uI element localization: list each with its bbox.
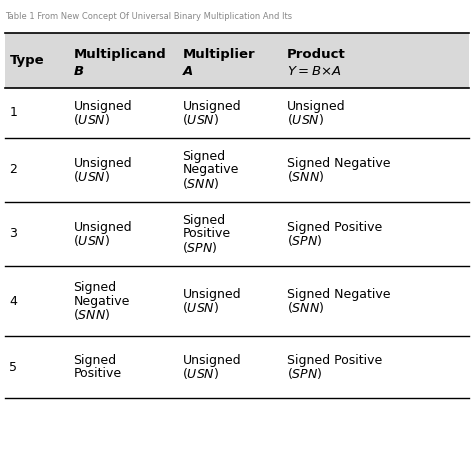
Text: ($\mathit{USN}$): ($\mathit{USN}$) <box>73 169 110 184</box>
Text: ($\mathit{USN}$): ($\mathit{USN}$) <box>182 300 219 315</box>
Text: Negative: Negative <box>182 163 239 176</box>
Text: Signed Positive: Signed Positive <box>287 221 382 234</box>
Text: ($\mathit{USN}$): ($\mathit{USN}$) <box>287 112 324 127</box>
Text: Negative: Negative <box>73 294 130 308</box>
Text: Type: Type <box>9 54 44 67</box>
Text: $Y = B{\times}A$: $Y = B{\times}A$ <box>287 65 341 77</box>
Text: ($\mathit{SNN}$): ($\mathit{SNN}$) <box>182 176 220 190</box>
Text: ($\mathit{SPN}$): ($\mathit{SPN}$) <box>287 233 322 248</box>
Text: Signed: Signed <box>182 150 226 163</box>
Text: ($\mathit{USN}$): ($\mathit{USN}$) <box>73 233 110 248</box>
Text: ($\mathit{USN}$): ($\mathit{USN}$) <box>182 366 219 381</box>
Bar <box>5 33 469 88</box>
Text: Signed Positive: Signed Positive <box>287 354 382 367</box>
Text: Unsigned: Unsigned <box>182 288 241 301</box>
Text: 4: 4 <box>9 294 18 308</box>
Text: 5: 5 <box>9 361 18 374</box>
Text: $\boldsymbol{B}$: $\boldsymbol{B}$ <box>73 65 85 77</box>
Text: Signed: Signed <box>73 281 117 294</box>
Text: Unsigned: Unsigned <box>73 221 132 234</box>
Text: ($\mathit{SNN}$): ($\mathit{SNN}$) <box>73 307 111 322</box>
Text: Signed Negative: Signed Negative <box>287 288 390 301</box>
Text: Unsigned: Unsigned <box>287 100 346 113</box>
Text: 3: 3 <box>9 228 18 240</box>
Text: Signed Negative: Signed Negative <box>287 157 390 170</box>
Text: Table 1 From New Concept Of Universal Binary Multiplication And Its: Table 1 From New Concept Of Universal Bi… <box>5 12 292 21</box>
Text: Signed: Signed <box>182 214 226 227</box>
Text: Unsigned: Unsigned <box>182 354 241 367</box>
Text: 2: 2 <box>9 163 18 176</box>
Text: ($\mathit{USN}$): ($\mathit{USN}$) <box>73 112 110 127</box>
Text: Product: Product <box>287 48 346 61</box>
Text: Multiplier: Multiplier <box>182 48 255 61</box>
Text: ($\mathit{SPN}$): ($\mathit{SPN}$) <box>182 240 218 255</box>
Text: Unsigned: Unsigned <box>73 100 132 113</box>
Text: ($\mathit{SNN}$): ($\mathit{SNN}$) <box>287 169 324 184</box>
Text: ($\mathit{SPN}$): ($\mathit{SPN}$) <box>287 366 322 381</box>
Text: Unsigned: Unsigned <box>182 100 241 113</box>
Text: Signed: Signed <box>73 354 117 367</box>
Text: ($\mathit{SNN}$): ($\mathit{SNN}$) <box>287 300 324 315</box>
Text: 1: 1 <box>9 106 18 119</box>
Text: Multiplicand: Multiplicand <box>73 48 166 61</box>
Text: $\boldsymbol{A}$: $\boldsymbol{A}$ <box>182 65 194 77</box>
Text: ($\mathit{USN}$): ($\mathit{USN}$) <box>182 112 219 127</box>
Text: Positive: Positive <box>73 367 122 380</box>
Text: Unsigned: Unsigned <box>73 157 132 170</box>
Text: Positive: Positive <box>182 228 231 240</box>
